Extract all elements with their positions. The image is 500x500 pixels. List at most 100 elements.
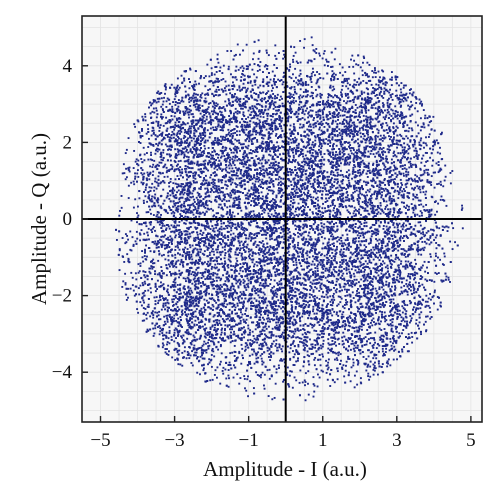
- data-point: [416, 287, 419, 290]
- data-point: [288, 254, 291, 257]
- data-point: [377, 79, 380, 82]
- data-point: [270, 235, 273, 238]
- data-point: [257, 271, 260, 274]
- data-point: [264, 209, 267, 212]
- data-point: [316, 296, 319, 299]
- data-point: [183, 248, 185, 251]
- data-point: [363, 240, 366, 243]
- data-point: [175, 337, 177, 340]
- data-point: [315, 95, 318, 98]
- data-point: [322, 258, 325, 261]
- data-point: [307, 83, 310, 86]
- data-point: [341, 262, 344, 265]
- data-point: [268, 189, 270, 192]
- data-point: [271, 87, 274, 90]
- data-point: [188, 244, 191, 247]
- data-point: [331, 243, 334, 246]
- data-point: [245, 245, 248, 248]
- data-point: [356, 81, 359, 84]
- data-point: [265, 205, 268, 208]
- data-point: [356, 363, 359, 366]
- data-point: [247, 285, 250, 288]
- data-point: [191, 151, 194, 154]
- data-point: [392, 230, 394, 233]
- data-point: [141, 173, 144, 176]
- data-point: [152, 241, 154, 243]
- data-point: [332, 259, 335, 262]
- data-point: [414, 140, 416, 143]
- data-point: [297, 231, 299, 234]
- data-point: [260, 248, 263, 251]
- data-point: [208, 161, 211, 164]
- data-point: [409, 160, 412, 163]
- data-point: [323, 106, 326, 109]
- data-point: [192, 204, 195, 207]
- data-point: [179, 117, 182, 120]
- data-point: [250, 344, 253, 347]
- data-point: [345, 171, 348, 174]
- data-point: [302, 248, 305, 251]
- data-point: [172, 187, 174, 190]
- data-point: [218, 166, 221, 169]
- data-point: [199, 272, 202, 274]
- data-point: [418, 300, 421, 303]
- data-point: [168, 265, 171, 268]
- data-point: [310, 343, 313, 346]
- data-point: [424, 151, 427, 154]
- data-point: [216, 229, 219, 232]
- data-point: [245, 174, 248, 176]
- data-point: [280, 348, 283, 350]
- data-point: [406, 337, 409, 340]
- data-point: [370, 256, 373, 258]
- data-point: [386, 188, 389, 191]
- data-point: [398, 120, 401, 122]
- data-point: [212, 341, 215, 344]
- data-point: [172, 272, 174, 275]
- data-point: [306, 94, 309, 96]
- data-point: [394, 348, 397, 351]
- data-point: [423, 169, 426, 172]
- data-point: [201, 311, 204, 314]
- data-point: [289, 97, 291, 100]
- data-point: [318, 159, 321, 162]
- data-point: [218, 94, 221, 96]
- data-point: [436, 151, 439, 154]
- data-point: [178, 86, 181, 89]
- data-point: [425, 231, 428, 234]
- data-point: [334, 323, 337, 326]
- data-point: [178, 248, 181, 251]
- data-point: [190, 96, 193, 99]
- data-point: [248, 253, 251, 256]
- data-point: [329, 385, 332, 387]
- data-point: [416, 175, 419, 178]
- data-point: [315, 259, 318, 262]
- data-point: [327, 366, 330, 369]
- data-point: [142, 182, 145, 185]
- data-point: [227, 236, 230, 239]
- data-point: [266, 117, 269, 120]
- data-point: [222, 145, 224, 148]
- data-point: [309, 338, 311, 341]
- data-point: [248, 130, 250, 133]
- data-point: [248, 140, 251, 143]
- data-point: [336, 197, 339, 200]
- data-point: [388, 232, 390, 235]
- data-point: [290, 191, 293, 194]
- data-point: [211, 248, 214, 251]
- data-point: [238, 299, 240, 302]
- data-point: [165, 166, 168, 169]
- data-point: [168, 121, 171, 124]
- data-point: [165, 352, 168, 355]
- data-point: [207, 147, 210, 149]
- data-point: [424, 270, 427, 273]
- data-point: [297, 202, 300, 205]
- data-point: [173, 283, 176, 286]
- data-point: [261, 332, 263, 335]
- data-point: [214, 369, 217, 372]
- data-point: [248, 131, 251, 134]
- data-point: [234, 191, 237, 194]
- data-point: [381, 315, 383, 318]
- data-point: [313, 50, 316, 53]
- data-point: [340, 91, 342, 94]
- data-point: [372, 317, 375, 320]
